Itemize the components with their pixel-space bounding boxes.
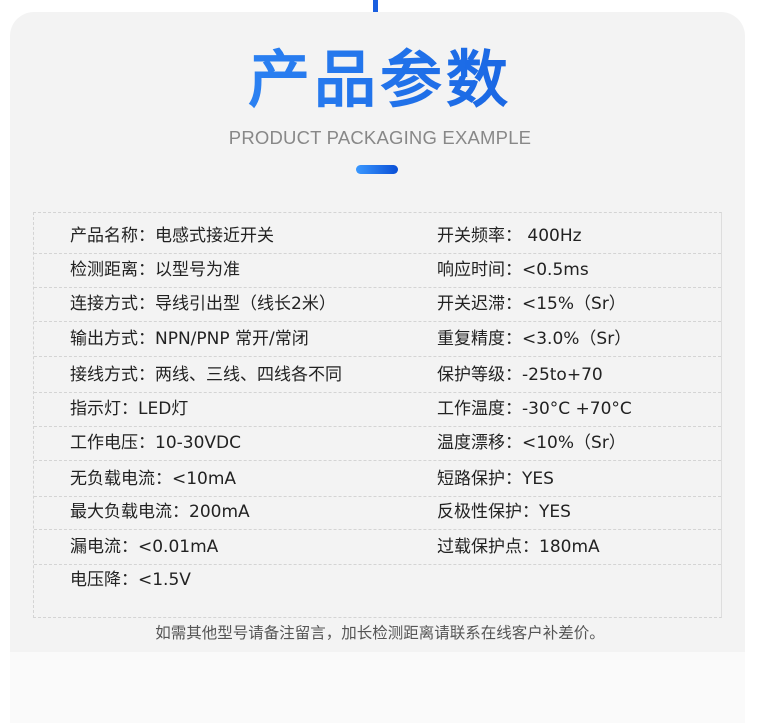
table-row: 工作电压：10-30VDC 温度漂移：<10%（Sr） xyxy=(34,426,721,461)
footer-note: 如需其他型号请备注留言，加长检测距离请联系在线客户补差价。 xyxy=(155,624,605,642)
table-row: 接线方式：两线、三线、四线各不同 保护等级：-25to+70 xyxy=(34,358,721,393)
params-table: 产品名称：电感式接近开关 开关频率： 400Hz 检测距离：以型号为准 响应时间：<0… xyxy=(33,212,722,618)
table-row: 漏电流：<0.01mA 过载保护点：180mA xyxy=(34,530,721,565)
param-right: 保护等级：-25to+70 xyxy=(437,365,603,385)
param-right: 工作温度：-30°C +70°C xyxy=(437,399,632,419)
param-right: 短路保护：YES xyxy=(437,469,554,489)
page-subtitle: PRODUCT PACKAGING EXAMPLE xyxy=(228,127,532,148)
table-row: 无负载电流：<10mA 短路保护：YES xyxy=(34,462,721,497)
param-left: 工作电压：10-30VDC xyxy=(70,433,241,453)
table-row: 检测距离：以型号为准 响应时间：<0.5ms xyxy=(34,253,721,288)
table-row: 最大负载电流：200mA 反极性保护：YES xyxy=(34,495,721,530)
param-right: 响应时间：<0.5ms xyxy=(437,260,589,280)
table-row: 输出方式：NPN/PNP 常开/常闭 重复精度：<3.0%（Sr） xyxy=(34,322,721,357)
param-right: 开关迟滞：<15%（Sr） xyxy=(437,294,626,314)
param-right: 温度漂移：<10%（Sr） xyxy=(437,433,626,453)
param-right: 过载保护点：180mA xyxy=(437,537,600,557)
top-accent-line xyxy=(373,0,378,20)
lower-section xyxy=(10,652,745,723)
param-left: 检测距离：以型号为准 xyxy=(70,260,240,280)
title-underline xyxy=(356,165,398,174)
param-right: 重复精度：<3.0%（Sr） xyxy=(437,329,632,349)
param-left: 接线方式：两线、三线、四线各不同 xyxy=(70,365,342,385)
table-row: 连接方式：导线引出型（线长2米） 开关迟滞：<15%（Sr） xyxy=(34,287,721,322)
param-right: 反极性保护：YES xyxy=(437,502,571,522)
params-card xyxy=(10,12,745,652)
table-row: 产品名称：电感式接近开关 开关频率： 400Hz xyxy=(34,219,721,254)
param-left: 连接方式：导线引出型（线长2米） xyxy=(70,294,336,314)
page-title: 产品参数 xyxy=(0,40,760,120)
param-right: 开关频率： 400Hz xyxy=(437,226,582,246)
table-row: 指示灯：LED灯 工作温度：-30°C +70°C xyxy=(34,392,721,427)
param-left: 指示灯：LED灯 xyxy=(70,399,189,419)
param-left: 最大负载电流：200mA xyxy=(70,502,250,522)
param-left: 产品名称：电感式接近开关 xyxy=(70,226,274,246)
param-left: 漏电流：<0.01mA xyxy=(70,537,219,557)
table-row: 电压降：<1.5V xyxy=(34,563,721,597)
param-left: 输出方式：NPN/PNP 常开/常闭 xyxy=(70,329,309,349)
param-left: 无负载电流：<10mA xyxy=(70,469,237,489)
param-left: 电压降：<1.5V xyxy=(70,570,191,590)
